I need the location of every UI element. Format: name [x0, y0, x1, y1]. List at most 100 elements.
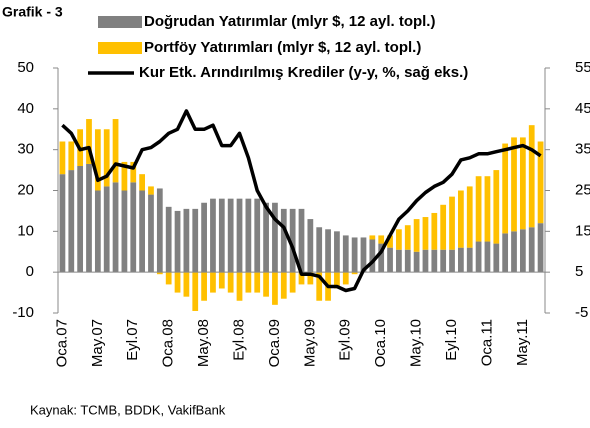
bar: [511, 137, 517, 232]
bar: [263, 202, 269, 273]
bar: [316, 272, 323, 301]
bar: [148, 194, 154, 273]
y2-tick-label: -5: [575, 304, 588, 321]
y-tick-label: -10: [12, 304, 34, 321]
bar: [218, 272, 225, 289]
bar: [298, 272, 305, 285]
y2-tick-label: 15: [575, 222, 590, 239]
bar: [493, 170, 500, 244]
bar: [316, 227, 323, 273]
x-tick-label: Eyl.08: [230, 319, 247, 361]
x-tick-label: Eyl.09: [337, 319, 354, 361]
x-tick-label: Oca.09: [266, 319, 283, 367]
bar: [422, 249, 429, 273]
y-tick-label: 30: [17, 141, 34, 158]
y-tick-label: 10: [17, 222, 34, 239]
x-tick-label: May.09: [301, 319, 318, 367]
x-tick-label: Oca.08: [160, 319, 177, 367]
bar: [86, 163, 92, 273]
bar: [342, 272, 349, 285]
legend-swatch: [98, 42, 142, 54]
bar: [227, 272, 234, 293]
bar: [493, 243, 500, 273]
bar: [396, 249, 402, 273]
bar: [254, 272, 261, 293]
bar: [165, 206, 172, 273]
bar: [130, 161, 137, 183]
bar: [245, 272, 252, 293]
bar: [431, 212, 438, 250]
bar: [103, 129, 110, 187]
bar: [139, 174, 145, 191]
legend-label: Portföy Yatırımları (mlyr $, 12 ayl. top…: [144, 39, 421, 56]
x-tick-label: Oca.11: [478, 319, 495, 366]
bar: [183, 272, 190, 297]
y-tick-label: 50: [17, 59, 34, 76]
bar: [387, 247, 393, 273]
bar: [431, 249, 438, 273]
bar: [227, 198, 234, 273]
bar: [254, 198, 261, 273]
y2-tick-label: 5: [575, 263, 583, 280]
bar: [112, 182, 119, 273]
y2-tick-label: 45: [575, 100, 590, 117]
bar: [307, 272, 314, 285]
legend-swatch: [98, 16, 142, 28]
bar: [537, 223, 544, 273]
bar: [484, 241, 491, 273]
bar: [94, 190, 101, 273]
bar: [201, 272, 207, 301]
bar: [475, 176, 482, 242]
bar: [139, 190, 145, 273]
bar: [192, 272, 199, 311]
x-tick-label: Eyl.10: [443, 319, 460, 361]
bar: [528, 227, 535, 273]
bar: [334, 272, 340, 289]
chart-title: Grafik - 3: [2, 4, 63, 20]
line: [61, 109, 542, 293]
bar: [192, 208, 199, 273]
bar: [280, 208, 287, 273]
bar: [68, 170, 75, 273]
x-tick-label: Oca.10: [372, 319, 389, 367]
bar: [519, 229, 526, 273]
bar: [86, 119, 92, 164]
bar: [68, 141, 75, 171]
bar: [307, 219, 314, 273]
bar: [378, 243, 385, 273]
x-tick-label: Eyl.07: [124, 319, 141, 361]
source: Kaynak: TCMB, BDDK, VakifBank: [30, 402, 226, 417]
bar: [519, 137, 526, 230]
bar: [174, 210, 181, 273]
bar: [112, 119, 119, 183]
bar: [280, 272, 287, 299]
x-tick-label: May.10: [408, 319, 425, 367]
x-tick-label: May.08: [195, 319, 212, 367]
bar: [289, 208, 296, 273]
y2-tick-label: 35: [575, 141, 590, 158]
y2-tick-label: 25: [575, 181, 590, 198]
bar: [351, 237, 358, 273]
legend-label: Doğrudan Yatırımlar (mlyr $, 12 ayl. top…: [144, 13, 435, 30]
bar: [59, 174, 66, 273]
bar: [387, 235, 393, 248]
bar: [458, 247, 464, 273]
bar: [130, 182, 137, 273]
bar: [156, 272, 163, 275]
bar: [148, 186, 154, 195]
bar: [174, 272, 181, 293]
bar: [236, 198, 243, 273]
legend-label: Kur Etk. Arındırılmış Krediler (y-y, %, …: [139, 64, 468, 81]
bar: [210, 272, 216, 293]
bar: [183, 208, 190, 273]
bar: [77, 166, 84, 273]
bar: [466, 247, 473, 273]
bar: [272, 202, 278, 273]
bar: [440, 249, 447, 273]
bar: [245, 198, 252, 273]
bar: [289, 272, 296, 293]
bar: [334, 231, 340, 273]
bar: [59, 141, 66, 175]
bar: [502, 143, 509, 234]
